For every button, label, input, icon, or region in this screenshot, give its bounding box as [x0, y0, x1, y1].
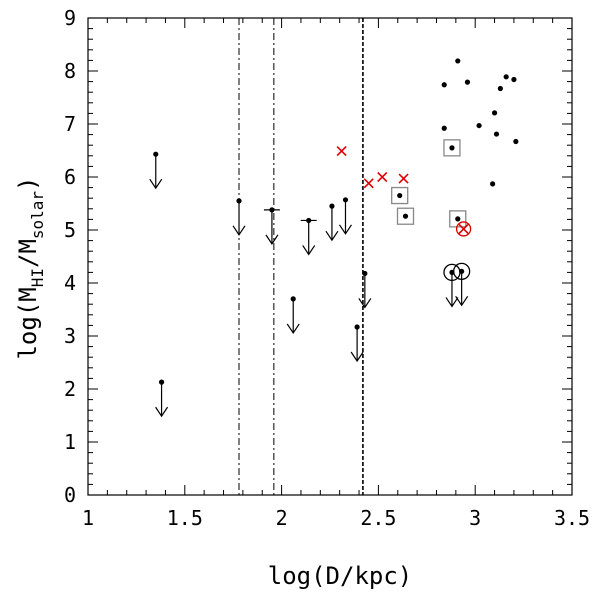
x-axis-label: log(D/kpc): [268, 562, 413, 590]
red-cross-4: [458, 223, 469, 235]
y-tick-label-0: 0: [64, 483, 76, 507]
red-cross-1: [363, 178, 374, 189]
detection-point-10: [513, 138, 519, 145]
detection-point-11: [490, 181, 496, 187]
upper-limit-point-4: [290, 296, 296, 302]
upper-limit-point-10: [449, 269, 455, 275]
y-axis-label: log(MHI/Msolar): [14, 176, 47, 359]
y-tick-label-4: 4: [64, 271, 76, 295]
upper-limit-arrowhead-11: [455, 296, 469, 307]
detection-point-5: [491, 110, 498, 116]
red-circle-marker-0: [455, 221, 472, 237]
detection-point-7: [503, 74, 509, 80]
upper-limit-point-0: [153, 151, 159, 157]
x-tick-label-2: 2: [276, 506, 288, 530]
y-tick-label-9: 9: [64, 6, 76, 30]
x-tick-label-3: 2.5: [360, 506, 396, 530]
plot-border: [87, 17, 573, 496]
y-tick-label-2: 2: [64, 377, 76, 401]
y-axis-ticks: 0 1 2 3 4 5 6 7 8 9: [64, 6, 572, 507]
upper-limit-arrowhead-3: [265, 234, 279, 245]
x-axis-ticks: 1 1.5 2 2.5 3 3.5: [82, 18, 590, 530]
upper-limit-point-9: [362, 270, 368, 277]
y-label-sub-solar: solar: [28, 191, 47, 240]
upper-limit-arrowhead-0: [149, 178, 163, 190]
upper-limit-point-1: [158, 379, 165, 385]
detection-point-0: [441, 82, 447, 88]
detection-point-8: [511, 76, 517, 83]
box-marker-2: [396, 207, 415, 225]
y-label-prefix: log(M: [14, 287, 42, 359]
upper-limit-arrowhead-5: [302, 245, 316, 256]
x-tick-label-5: 3.5: [554, 506, 590, 530]
y-tick-label-5: 5: [64, 218, 76, 242]
x-tick-label-0: 1: [82, 506, 94, 530]
y-tick-label-6: 6: [64, 165, 76, 189]
upper-limit-arrowhead-8: [350, 351, 364, 363]
upper-limit-arrowhead-7: [338, 224, 352, 235]
detection-point-15: [455, 216, 461, 222]
upper-limit-point-11: [459, 268, 465, 274]
y-tick-label-7: 7: [64, 112, 76, 136]
y-label-mid: /M: [14, 239, 42, 268]
y-label-suffix: ): [14, 176, 42, 190]
reference-lines: [238, 18, 364, 495]
upper-limit-point-7: [342, 197, 349, 203]
box-marker-0: [443, 139, 461, 157]
upper-limit-arrowhead-4: [286, 323, 300, 334]
red-cross-2: [377, 171, 388, 183]
detection-point-3: [441, 125, 447, 131]
box-marker-1: [391, 186, 409, 205]
detection-point-14: [402, 213, 409, 219]
upper-limit-arrowhead-10: [445, 297, 459, 308]
detection-point-12: [449, 145, 455, 151]
upper-limit-arrowhead-6: [325, 230, 339, 242]
detection-point-6: [497, 85, 503, 92]
x-tick-label-1: 1.5: [167, 506, 203, 530]
red-cross-0: [336, 145, 347, 157]
data-markers: [149, 58, 519, 418]
box-marker-3: [449, 210, 467, 228]
detection-point-4: [476, 122, 482, 129]
y-tick-label-8: 8: [64, 59, 76, 83]
red-cross-3: [398, 173, 409, 184]
y-label-sub-hi: HI: [28, 268, 47, 287]
upper-limit-arrowhead-1: [155, 406, 169, 418]
upper-limit-point-6: [329, 203, 335, 209]
y-tick-label-1: 1: [64, 430, 76, 454]
upper-limit-arrowhead-2: [232, 225, 246, 236]
upper-limit-point-2: [236, 198, 242, 204]
y-tick-label-3: 3: [64, 324, 76, 348]
detection-point-2: [464, 79, 471, 85]
upper-limit-point-8: [354, 324, 360, 330]
detection-point-13: [397, 192, 403, 199]
plot-frame: [87, 17, 573, 496]
detection-point-9: [493, 131, 500, 137]
detection-point-1: [455, 58, 461, 64]
x-tick-label-4: 3: [469, 506, 481, 530]
upper-limit-arrowhead-9: [358, 298, 372, 309]
